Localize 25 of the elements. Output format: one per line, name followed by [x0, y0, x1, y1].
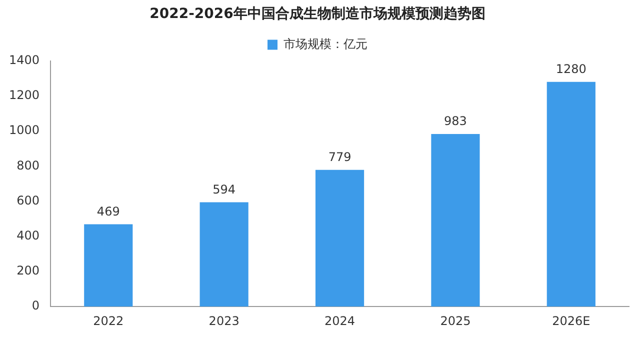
y-tick-label: 1400: [8, 52, 40, 67]
x-tick-label: 2022: [93, 314, 124, 328]
chart-title: 2022-2026年中国合成生物制造市场规模预测趋势图: [150, 5, 486, 22]
bar: [431, 134, 480, 307]
data-label: 1280: [556, 62, 586, 76]
y-tick-label: 1000: [8, 123, 40, 138]
legend-label: 市场规模：亿元: [284, 36, 368, 51]
y-tick-label: 1200: [8, 88, 40, 102]
data-label: 594: [212, 182, 236, 196]
data-label: 983: [444, 114, 467, 128]
y-tick-label: 600: [16, 193, 40, 208]
bar: [546, 82, 596, 307]
data-label: 469: [96, 204, 120, 218]
y-tick-label: 800: [16, 158, 40, 172]
bar: [84, 224, 133, 307]
x-tick-label: 2025: [440, 314, 471, 328]
x-tick-label: 2026E: [552, 314, 590, 328]
x-tick-label: 2024: [324, 314, 356, 328]
y-tick-label: 200: [16, 264, 40, 278]
bar: [315, 170, 364, 307]
data-label: 779: [328, 150, 352, 164]
y-tick-label: 400: [16, 228, 40, 242]
x-tick-label: 2023: [208, 314, 240, 328]
bar: [200, 202, 248, 307]
y-tick-label: 0: [32, 298, 40, 313]
